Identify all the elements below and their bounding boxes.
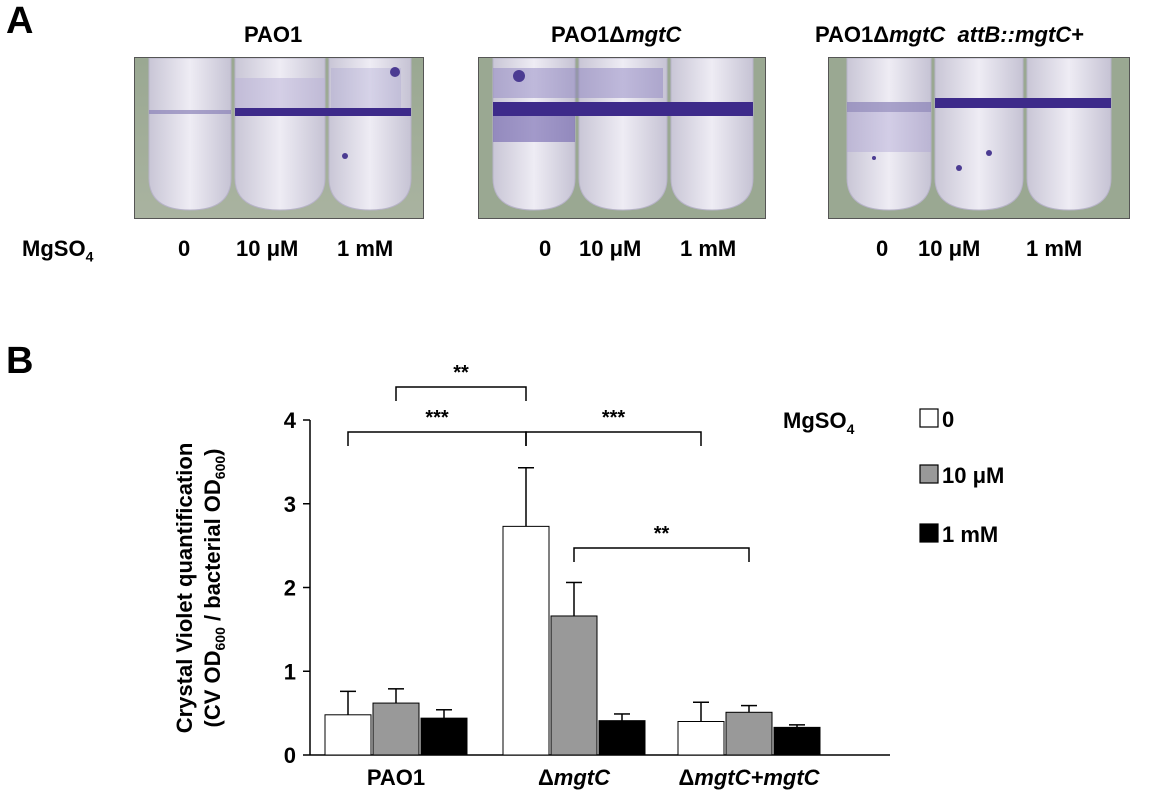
category-label: ΔmgtC — [538, 765, 611, 790]
y-axis-label-part: (CV OD — [200, 651, 225, 728]
strain-title-italic: mgtC attB::mgtC — [889, 22, 1072, 47]
legend-label: 1 mM — [942, 522, 998, 547]
significance-bracket — [347, 431, 527, 446]
bar — [677, 721, 725, 756]
category-label-italic: mgtC — [554, 765, 611, 790]
category-label-text: Δ — [678, 765, 694, 790]
strain-title-suffix: + — [1071, 22, 1085, 47]
tube-photo-mgtc — [478, 57, 766, 219]
y-axis-label-line2: (CV OD600 / bacterial OD600) — [200, 449, 228, 728]
y-tick-label: 2 — [284, 576, 296, 601]
bar — [725, 711, 773, 756]
significance-bracket — [525, 431, 702, 446]
y-tick-label: 1 — [284, 659, 296, 684]
strain-title-text: PAO1Δ — [815, 22, 890, 47]
mgso4-label: MgSO4 — [22, 236, 93, 264]
significance-label: *** — [425, 407, 449, 429]
bar — [324, 714, 372, 756]
strain-title-text: PAO1Δ — [551, 22, 626, 47]
legend-title-text: MgSO — [783, 408, 847, 433]
significance-label: *** — [602, 407, 626, 429]
panel-a-letter: A — [6, 0, 34, 42]
legend-swatch — [919, 408, 939, 428]
conc-label: 10 μM — [918, 236, 981, 261]
conc-label: 10 μM — [579, 236, 642, 261]
legend-label: 0 — [942, 407, 954, 432]
significance-label: ** — [654, 523, 670, 545]
conc-label: 10 μM — [236, 236, 299, 261]
mgso4-label-sub: 4 — [85, 248, 94, 265]
bar — [420, 717, 468, 756]
panel-b-letter: B — [6, 340, 34, 382]
y-axis-label-subscript: 600 — [212, 456, 228, 480]
y-axis-label-subscript: 600 — [212, 627, 228, 651]
conc-label: 1 mM — [680, 236, 737, 261]
strain-title-mgtc: PAO1ΔmgtC — [551, 22, 681, 48]
significance-label: ** — [453, 362, 469, 384]
significance-bracket — [395, 386, 527, 401]
conc-label: 0 — [178, 236, 191, 261]
category-label-text: PAO1 — [367, 765, 425, 790]
bar — [773, 726, 821, 756]
category-label: ΔmgtC+mgtC — [678, 765, 820, 790]
category-label-italic: mgtC+mgtC — [694, 765, 820, 790]
strain-title-complement: PAO1ΔmgtC attB::mgtC+ — [815, 22, 1084, 48]
legend-title: MgSO4 — [783, 408, 855, 437]
significance-bracket — [573, 547, 750, 562]
strain-title-pao1: PAO1 — [244, 22, 302, 48]
strain-title-text: PAO1 — [244, 22, 303, 47]
y-axis-label-part: / bacterial OD — [200, 479, 225, 627]
y-tick-label: 0 — [284, 743, 296, 768]
tube-photo-complement — [828, 57, 1130, 219]
bar — [550, 615, 598, 756]
category-label-text: Δ — [538, 765, 554, 790]
tube-photo-pao1 — [134, 57, 424, 219]
y-axis-label-line1: Crystal Violet quantification — [172, 443, 197, 734]
legend-title-sub: 4 — [847, 421, 855, 437]
bar — [502, 525, 550, 756]
bar — [598, 720, 646, 756]
category-label: PAO1 — [367, 765, 425, 790]
conc-label: 1 mM — [337, 236, 394, 261]
y-tick-label: 4 — [284, 408, 297, 433]
conc-label: 1 mM — [1026, 236, 1083, 261]
y-tick-label: 3 — [284, 492, 296, 517]
legend-swatch — [919, 464, 939, 484]
conc-label: 0 — [539, 236, 552, 261]
legend-swatch — [919, 523, 939, 543]
y-axis-label-part: ) — [200, 449, 225, 456]
mgso4-label-text: MgSO — [22, 236, 86, 261]
strain-title-italic: mgtC — [625, 22, 682, 47]
bar — [372, 702, 420, 756]
legend-label: 10 μM — [942, 463, 1004, 488]
conc-label: 0 — [876, 236, 889, 261]
